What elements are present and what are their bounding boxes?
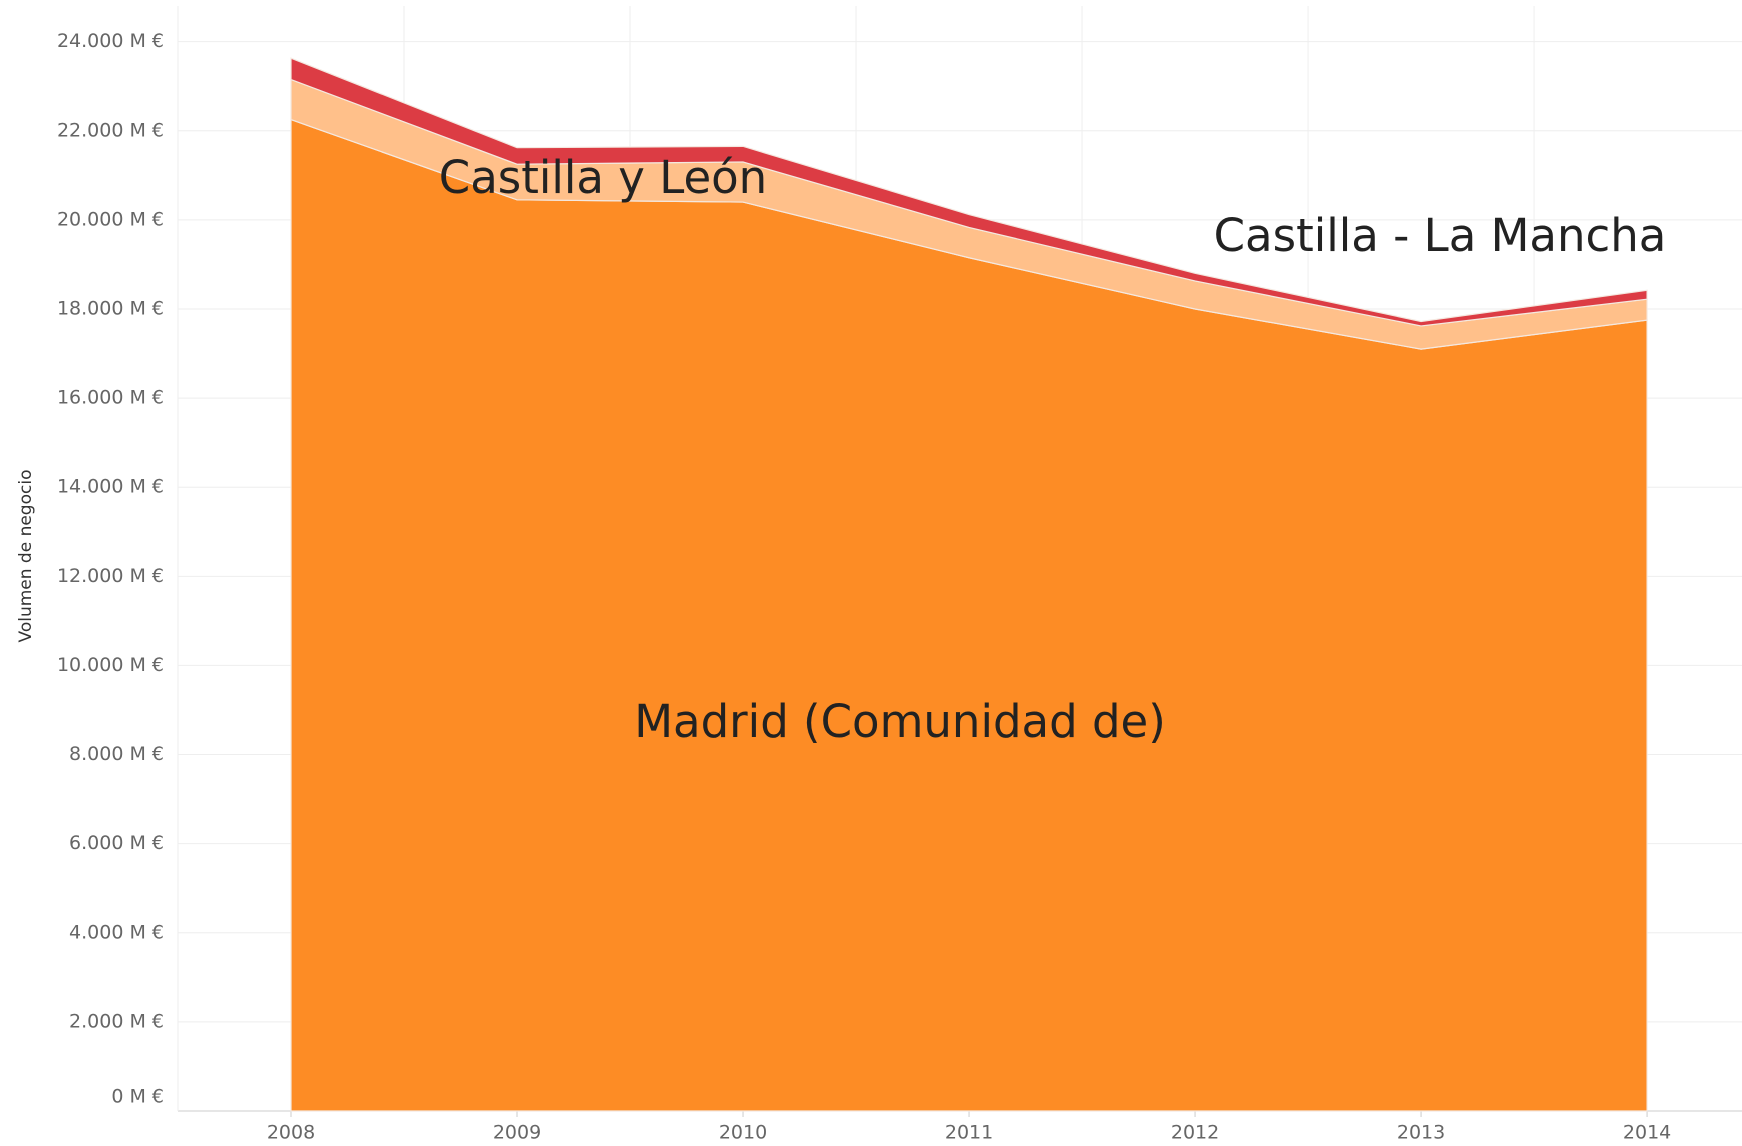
x-tick-label: 2013 bbox=[1397, 1122, 1445, 1144]
y-tick-label: 18.000 M € bbox=[57, 297, 164, 319]
y-tick-label: 20.000 M € bbox=[57, 208, 164, 230]
x-tick-label: 2012 bbox=[1171, 1122, 1219, 1144]
y-tick-label: 6.000 M € bbox=[69, 832, 164, 854]
area bbox=[290, 118, 1648, 1112]
y-tick-label: 4.000 M € bbox=[69, 921, 164, 943]
area-label: Castilla - La Mancha bbox=[1214, 209, 1667, 262]
area bbox=[290, 57, 1648, 327]
y-tick-label: 0 M € bbox=[111, 1086, 164, 1108]
y-tick-label: 14.000 M € bbox=[57, 476, 164, 498]
x-tick-label: 2010 bbox=[719, 1122, 767, 1144]
y-tick-label: 2.000 M € bbox=[69, 1010, 164, 1032]
area-label: Castilla y León bbox=[439, 151, 767, 204]
y-axis-title: Volumen de negocio bbox=[16, 470, 36, 643]
y-tick-label: 12.000 M € bbox=[57, 565, 164, 587]
x-tick-label: 2009 bbox=[493, 1122, 541, 1144]
area-label: Madrid (Comunidad de) bbox=[634, 695, 1166, 748]
x-tick-label: 2008 bbox=[267, 1122, 315, 1144]
y-tick-label: 22.000 M € bbox=[57, 119, 164, 141]
y-tick-label: 24.000 M € bbox=[57, 30, 164, 52]
x-tick-label: 2014 bbox=[1623, 1122, 1671, 1144]
y-tick-label: 10.000 M € bbox=[57, 654, 164, 676]
y-tick-label: 8.000 M € bbox=[69, 743, 164, 765]
y-tick-label: 16.000 M € bbox=[57, 387, 164, 409]
x-tick-label: 2011 bbox=[945, 1122, 993, 1144]
